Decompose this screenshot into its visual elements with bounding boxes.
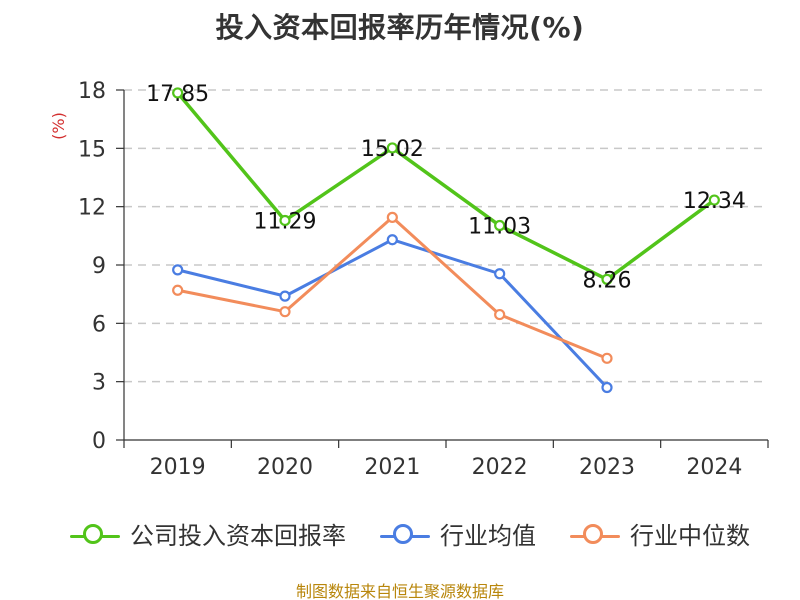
x-tick-label-5: 2024 bbox=[686, 455, 742, 480]
legend-item-industry-median: 行业中位数 bbox=[570, 524, 750, 548]
series-point-0-0 bbox=[172, 87, 184, 99]
y-tick-label-0: 0 bbox=[92, 429, 106, 454]
y-axis-label: (%) bbox=[49, 112, 68, 140]
legend-marker-industry-median bbox=[583, 524, 603, 544]
y-tick-label-1: 3 bbox=[92, 371, 106, 396]
data-label-company-roic-0: 17.85 bbox=[146, 82, 209, 107]
data-label-company-roic-3: 11.03 bbox=[468, 215, 531, 240]
legend-swatch-industry-average bbox=[380, 524, 430, 548]
y-tick-label-3: 9 bbox=[92, 254, 106, 279]
x-tick-label-2: 2021 bbox=[364, 455, 420, 480]
grid-lines bbox=[124, 89, 768, 383]
series-point-1-2 bbox=[386, 234, 398, 246]
legend-swatch-industry-median bbox=[570, 524, 620, 548]
chart-legend: 公司投入资本回报率 行业均值 行业中位数 bbox=[70, 518, 750, 554]
series-point-2-2 bbox=[386, 211, 398, 223]
series-point-1-1 bbox=[279, 290, 291, 302]
series-line-1 bbox=[176, 238, 609, 389]
series-point-1-0 bbox=[172, 264, 184, 276]
y-tick-label-6: 18 bbox=[78, 79, 106, 104]
series-point-2-4 bbox=[601, 352, 613, 364]
series-group-2 bbox=[172, 211, 613, 364]
x-tick-label-3: 2022 bbox=[472, 455, 528, 480]
series-point-2-3 bbox=[494, 308, 506, 321]
chart-title: 投入资本回报率历年情况(%) bbox=[215, 11, 585, 44]
x-tick-label-0: 2019 bbox=[150, 455, 206, 480]
data-label-company-roic-1: 11.29 bbox=[254, 209, 317, 234]
legend-label-company-roic: 公司投入资本回报率 bbox=[130, 522, 346, 550]
series-line-0 bbox=[175, 91, 717, 282]
series-point-0-3 bbox=[494, 219, 506, 232]
series-point-2-1 bbox=[279, 306, 291, 318]
series-group-0: 17.85 11.29 15.02 11.03 8.26 12.34 bbox=[146, 82, 746, 293]
y-tick-label-5: 15 bbox=[78, 137, 106, 162]
legend-label-industry-average: 行业均值 bbox=[440, 522, 536, 550]
y-tick-label-4: 12 bbox=[78, 196, 106, 221]
series-point-0-2 bbox=[386, 142, 398, 154]
legend-label-industry-median: 行业中位数 bbox=[630, 522, 750, 550]
x-tick-label-4: 2023 bbox=[579, 455, 635, 480]
legend-marker-industry-average bbox=[393, 524, 413, 544]
legend-swatch-company-roic bbox=[70, 524, 120, 548]
series-point-0-5 bbox=[708, 194, 720, 206]
series-group-1 bbox=[172, 234, 613, 394]
data-label-company-roic-5: 12.34 bbox=[683, 189, 746, 214]
series-point-0-4 bbox=[601, 273, 613, 285]
legend-item-company-roic: 公司投入资本回报率 bbox=[70, 524, 346, 548]
data-label-company-roic-4: 8.26 bbox=[583, 268, 632, 293]
series-point-1-3 bbox=[494, 268, 506, 280]
legend-item-industry-average: 行业均值 bbox=[380, 524, 536, 548]
series-point-2-0 bbox=[172, 284, 184, 296]
data-label-company-roic-2: 15.02 bbox=[361, 137, 424, 162]
series-point-0-1 bbox=[279, 214, 291, 227]
x-tick-label-1: 2020 bbox=[257, 455, 313, 480]
legend-marker-company-roic bbox=[83, 524, 103, 544]
y-tick-label-2: 6 bbox=[92, 312, 106, 337]
data-source-footer: 制图数据来自恒生聚源数据库 bbox=[295, 582, 504, 600]
series-point-1-4 bbox=[601, 381, 613, 394]
